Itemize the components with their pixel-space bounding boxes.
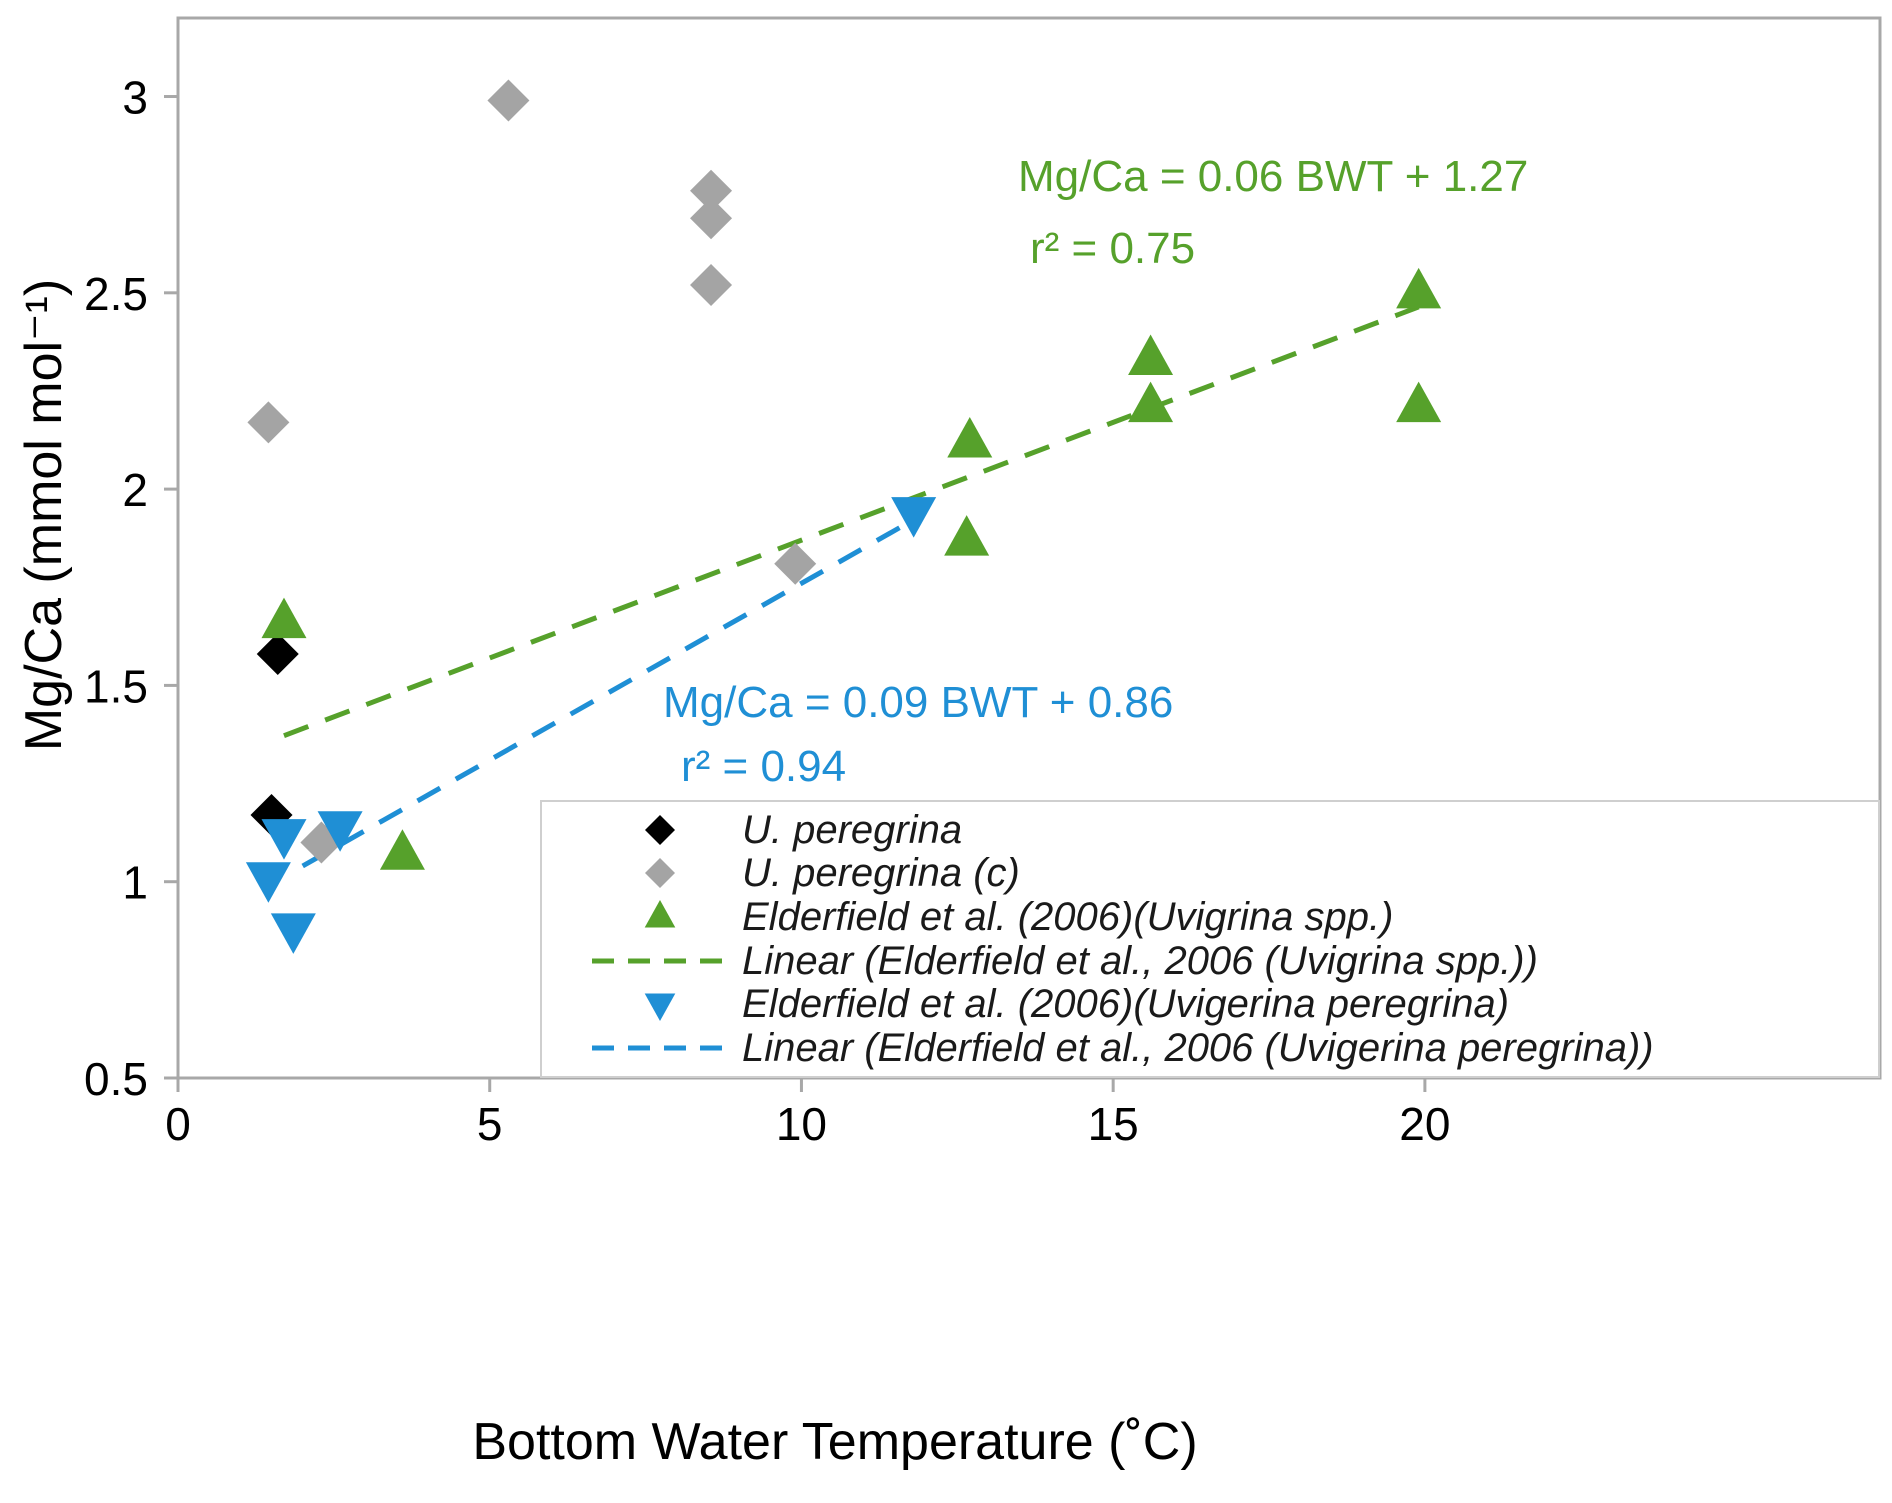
legend-label: Linear (Elderfield et al., 2006 (Uvigrin… <box>742 938 1538 983</box>
x-tick-label: 10 <box>776 1098 827 1150</box>
data-point-triangle-down <box>270 913 316 954</box>
dashed-line-legend-icon <box>592 958 730 964</box>
x-tick-label: 5 <box>477 1098 503 1150</box>
y-tick-label: 0.5 <box>84 1053 148 1105</box>
data-point-diamond <box>645 814 675 845</box>
data-point-triangle-down <box>261 819 307 860</box>
legend-item: Elderfield et al. (2006)(Uvigerina pereg… <box>542 983 1878 1025</box>
legend-label: U. peregrina <box>742 807 963 852</box>
legend-label: Elderfield et al. (2006)(Uvigerina pereg… <box>742 982 1510 1027</box>
data-point-diamond <box>774 542 817 585</box>
y-tick-label: 3 <box>122 72 148 124</box>
blue-regression-equation: Mg/Ca = 0.09 BWT + 0.86 <box>663 678 1174 727</box>
data-point-triangle-down <box>644 993 676 1022</box>
data-point-triangle-up <box>261 597 307 639</box>
trend-line <box>301 514 922 869</box>
legend-label: Elderfield et al. (2006)(Uvigrina spp.) <box>742 895 1394 940</box>
triangle-up-legend-icon <box>644 900 676 928</box>
y-tick-label: 1.5 <box>84 660 148 712</box>
y-tick-label: 1 <box>122 857 148 909</box>
green-r-squared: r² = 0.75 <box>1030 224 1196 273</box>
blue-r-squared: r² = 0.94 <box>681 742 847 791</box>
x-tick-label: 15 <box>1088 1098 1139 1150</box>
plot-frame <box>176 16 1882 1080</box>
legend-item: Linear (Elderfield et al., 2006 (Uvigrin… <box>542 940 1878 982</box>
legend-label: Linear (Elderfield et al., 2006 (Uvigeri… <box>742 1026 1654 1071</box>
data-point-triangle-up <box>1396 267 1442 309</box>
data-point-diamond <box>690 197 733 240</box>
data-point-diamond <box>487 79 530 122</box>
data-point-triangle-down <box>245 862 291 903</box>
y-tick-label: 2 <box>122 464 148 516</box>
x-tick-label: 0 <box>165 1098 191 1150</box>
legend: U. peregrina U. peregrina (c) Elderfield e… <box>540 800 1880 1078</box>
legend-item: Linear (Elderfield et al., 2006 (Uvigeri… <box>542 1027 1878 1069</box>
data-point-triangle-down <box>317 811 363 852</box>
legend-item: Elderfield et al. (2006)(Uvigrina spp.) <box>542 896 1878 938</box>
triangle-down-legend-icon <box>644 993 676 1022</box>
x-tick-label: 20 <box>1399 1098 1450 1150</box>
dashed-line-legend-icon <box>592 1045 730 1051</box>
data-point-diamond <box>645 858 675 889</box>
y-tick-label: 2.5 <box>84 268 148 320</box>
trend-line <box>283 304 1420 738</box>
data-point-triangle-up <box>1128 381 1174 423</box>
legend-item: U. peregrina (c) <box>542 852 1878 894</box>
y-axis-title: Mg/Ca (mmol mol⁻¹) <box>15 278 73 752</box>
data-point-triangle-up <box>1396 381 1442 423</box>
legend-label: U. peregrina (c) <box>742 851 1020 896</box>
data-point-diamond <box>690 263 733 306</box>
diamond-legend-icon <box>645 814 675 845</box>
data-point-triangle-up <box>947 417 993 458</box>
legend-item: U. peregrina <box>542 809 1878 851</box>
x-axis-title: Bottom Water Temperature (˚C) <box>472 1413 1198 1471</box>
data-point-triangle-down <box>891 497 937 538</box>
diamond-legend-icon <box>645 858 675 889</box>
green-regression-equation: Mg/Ca = 0.06 BWT + 1.27 <box>1018 152 1529 201</box>
data-point-triangle-up <box>379 829 425 870</box>
data-point-diamond <box>690 169 733 212</box>
data-point-diamond <box>256 633 299 675</box>
data-point-triangle-up <box>1128 334 1174 376</box>
data-point-triangle-up <box>944 515 990 556</box>
data-point-triangle-up <box>644 900 676 928</box>
data-point-diamond <box>247 401 290 444</box>
